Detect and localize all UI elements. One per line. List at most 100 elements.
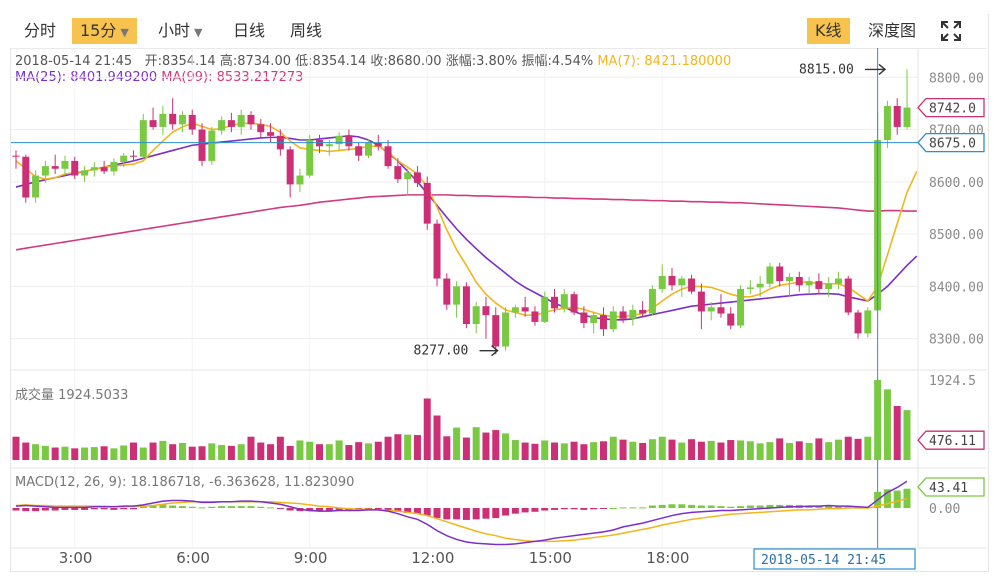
macd-histogram-bar <box>727 506 735 508</box>
macd-histogram-bar <box>639 507 647 509</box>
macd-histogram-bar <box>511 508 519 514</box>
macd-histogram-bar <box>335 508 343 510</box>
volume-bar <box>717 442 725 460</box>
volume-bar <box>609 436 617 460</box>
volume-bar <box>433 415 441 460</box>
candle-body <box>178 114 186 125</box>
tab-hour[interactable]: 小时 ▼ <box>150 18 210 44</box>
macd-histogram-bar <box>178 506 186 508</box>
depth-label: 深度图 <box>868 21 917 40</box>
candle-body <box>316 140 324 147</box>
macd-histogram-bar <box>129 508 137 510</box>
candle-body <box>551 296 559 309</box>
macd-histogram-bar <box>521 508 529 513</box>
macd-histogram-bar <box>404 508 412 514</box>
macd-histogram-bar <box>502 508 510 516</box>
tab-daily[interactable]: 日线 <box>225 18 273 44</box>
tab-weekly[interactable]: 周线 <box>282 18 330 44</box>
candle-body <box>413 172 421 183</box>
volume-bar <box>120 445 128 460</box>
candle-body <box>697 291 705 312</box>
candle-body <box>218 120 226 131</box>
candle-body <box>844 278 852 313</box>
candle-body <box>237 114 245 127</box>
candle-body <box>325 144 333 147</box>
macd-histogram-bar <box>629 507 637 509</box>
candle-body <box>120 155 128 162</box>
depth-chart-button[interactable]: 深度图 <box>860 18 924 44</box>
volume-bar <box>531 443 539 460</box>
expand-icon[interactable] <box>938 18 964 44</box>
volume-bar <box>815 438 823 460</box>
macd-histogram-bar <box>834 506 842 508</box>
candle-body <box>267 132 275 136</box>
macd-histogram-bar <box>883 489 891 508</box>
candle-body <box>786 276 794 282</box>
volume-bar <box>296 440 304 460</box>
macd-histogram-bar <box>208 506 216 508</box>
macd-histogram-bar <box>374 508 382 510</box>
kline-button[interactable]: K线 <box>807 18 850 44</box>
volume-bar <box>590 442 598 460</box>
volume-bar <box>12 436 20 460</box>
volume-bar <box>423 398 431 460</box>
macd-histogram-bar <box>893 490 901 508</box>
macd-histogram-bar <box>560 508 568 510</box>
x-tick-label: 15:00 <box>529 549 572 567</box>
macd-histogram-bar <box>707 505 715 508</box>
candle-body <box>599 315 607 330</box>
candle-body <box>306 140 314 176</box>
macd-histogram-bar <box>247 506 255 508</box>
candle-body <box>511 307 519 313</box>
candle-body <box>149 120 157 127</box>
volume-bar <box>756 443 764 460</box>
volume-bar <box>482 432 490 460</box>
volume-bar <box>374 441 382 460</box>
candle-body <box>482 306 490 316</box>
volume-bar <box>825 442 833 460</box>
volume-bar <box>688 439 696 460</box>
macd-histogram-bar <box>697 505 705 508</box>
candle-body <box>453 286 461 305</box>
macd-histogram-bar <box>453 508 461 520</box>
volume-bar <box>22 442 30 460</box>
volume-bar <box>893 405 901 460</box>
candle-body <box>864 310 872 334</box>
candle-body <box>364 142 372 156</box>
candle-body <box>560 294 568 309</box>
volume-bar <box>413 435 421 460</box>
candle-body <box>815 281 823 289</box>
candle-body <box>423 182 431 224</box>
macd-histogram-bar <box>903 488 911 508</box>
tab-timeshare[interactable]: 分时 <box>16 18 64 44</box>
macd-label: MACD(12, 26, 9): 18.186718, -6.363628, 1… <box>15 475 355 490</box>
current-price-tag-text: 8742.0 <box>929 102 976 117</box>
candle-body <box>12 155 20 157</box>
macd-zero-label: 0.00 <box>929 502 960 517</box>
volume-bar <box>805 442 813 460</box>
candle-body <box>502 312 510 347</box>
tab-daily-label: 日线 <box>233 21 266 40</box>
macd-histogram-bar <box>590 508 598 510</box>
tab-15min[interactable]: 15分 ▼ <box>72 18 137 44</box>
y-tick-label: 8800.00 <box>929 71 984 86</box>
candle-body <box>893 106 901 127</box>
macd-histogram-bar <box>825 505 833 508</box>
y-tick-label: 8400.00 <box>929 280 984 295</box>
candle-body <box>345 135 353 147</box>
volume-bar <box>188 446 196 460</box>
volume-bar <box>707 440 715 460</box>
macd-histogram-bar <box>609 508 617 509</box>
candle-body <box>805 281 813 286</box>
volume-bar <box>335 440 343 460</box>
info-ma7: MA(7): 8421.180000 <box>597 54 732 69</box>
macd-histogram-bar <box>237 506 245 508</box>
candle-body <box>756 283 764 288</box>
volume-bar <box>139 447 147 460</box>
crosshair-time-label: 2018-05-14 21:45 <box>761 553 886 568</box>
candle-body <box>208 130 216 161</box>
candle-body <box>629 309 637 319</box>
tab-15min-label: 15分 <box>80 21 117 40</box>
volume-bar <box>100 446 108 460</box>
volume-bar <box>443 436 451 460</box>
